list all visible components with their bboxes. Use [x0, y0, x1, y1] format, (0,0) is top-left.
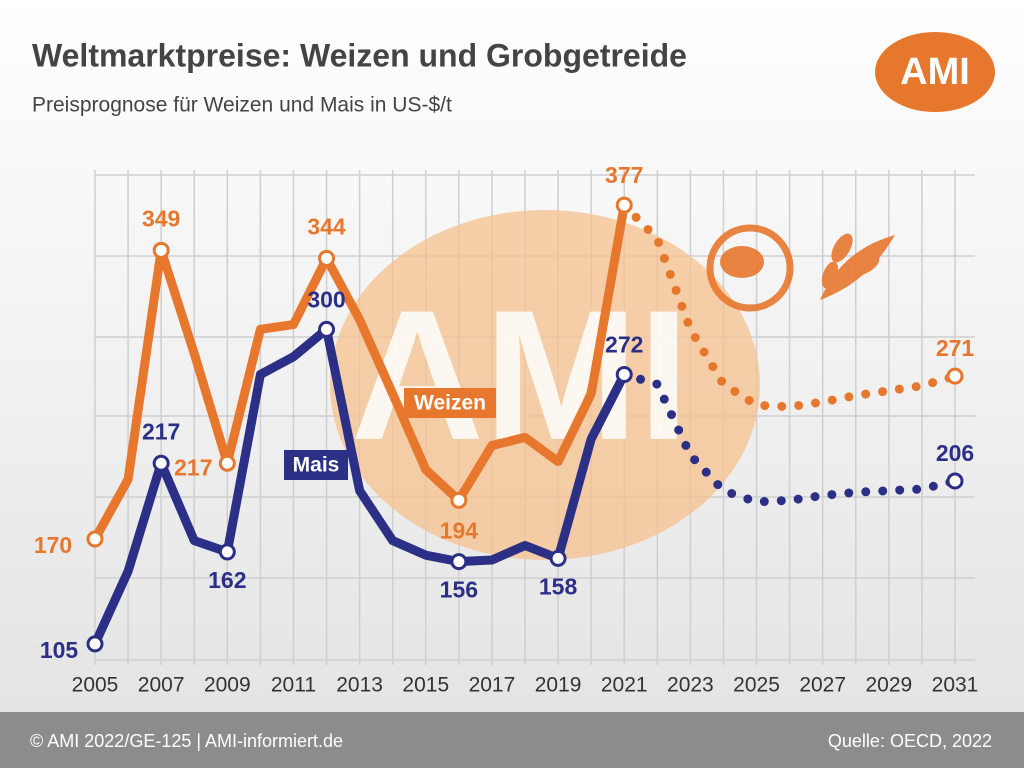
data-label: 105 — [40, 637, 79, 663]
series-line — [90, 324, 629, 649]
footer-right: Quelle: OECD, 2022 — [828, 731, 992, 751]
legend-label: Weizen — [414, 392, 486, 415]
data-label: 300 — [307, 286, 345, 312]
series-forecast-line — [619, 370, 960, 507]
series-tag — [284, 450, 348, 480]
data-label: 206 — [936, 440, 974, 466]
point-marker — [615, 196, 633, 214]
point-marker — [318, 320, 336, 338]
data-label: 271 — [936, 335, 975, 361]
data-label: 162 — [208, 567, 246, 593]
x-tick-label: 2031 — [932, 674, 979, 697]
watermark: AMI — [350, 273, 689, 479]
point-marker — [86, 530, 104, 548]
logo: AMI — [900, 51, 970, 93]
series-tag — [404, 388, 496, 418]
data-label: 156 — [440, 577, 478, 603]
x-tick-label: 2023 — [667, 674, 714, 697]
point-marker — [549, 549, 567, 567]
series-forecast-line — [619, 200, 960, 412]
x-tick-label: 2005 — [72, 674, 119, 697]
x-tick-label: 2025 — [733, 674, 780, 697]
point-marker — [450, 491, 468, 509]
data-label: 170 — [34, 532, 72, 558]
series-line — [90, 200, 629, 544]
x-tick-label: 2007 — [138, 674, 185, 697]
x-tick-label: 2015 — [402, 674, 449, 697]
legend-label: Mais — [293, 454, 340, 477]
data-label: 217 — [174, 454, 212, 480]
x-tick-label: 2013 — [336, 674, 383, 697]
data-label: 344 — [307, 213, 346, 239]
data-label: 194 — [440, 517, 479, 543]
point-marker — [946, 472, 964, 490]
data-label: 217 — [142, 418, 180, 444]
data-label: 272 — [605, 332, 643, 358]
footer — [0, 712, 1024, 768]
point-marker — [152, 454, 170, 472]
point-marker — [615, 366, 633, 384]
x-tick-label: 2021 — [601, 674, 648, 697]
footer-left: © AMI 2022/GE-125 | AMI-informiert.de — [30, 731, 343, 751]
icons — [706, 224, 895, 312]
subtitle: Preisprognose für Weizen und Mais in US-… — [32, 94, 452, 117]
data-label: 349 — [142, 205, 180, 231]
point-marker — [218, 454, 236, 472]
point-marker — [450, 553, 468, 571]
point-marker — [218, 543, 236, 561]
data-label: 377 — [605, 162, 643, 188]
x-tick-label: 2029 — [865, 674, 912, 697]
point-marker — [318, 249, 336, 267]
x-tick-label: 2019 — [535, 674, 582, 697]
point-marker — [946, 367, 964, 385]
title: Weltmarktpreise: Weizen und Grobgetreide — [32, 37, 687, 73]
watermark-ellipse — [330, 210, 760, 560]
point-marker — [152, 241, 170, 259]
logo-badge — [875, 32, 995, 112]
x-tick-label: 2011 — [271, 674, 316, 697]
point-marker — [86, 635, 104, 653]
data-label: 158 — [539, 573, 578, 599]
x-tick-label: 2009 — [204, 674, 251, 697]
x-tick-label: 2017 — [469, 674, 516, 697]
x-tick-label: 2027 — [799, 674, 846, 697]
